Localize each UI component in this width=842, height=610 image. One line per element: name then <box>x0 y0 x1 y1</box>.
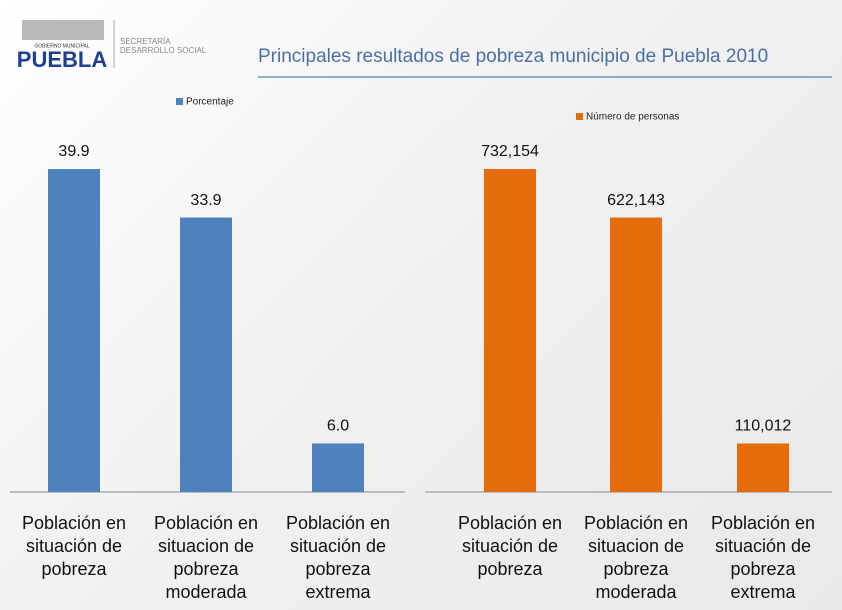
department: DESARROLLO SOCIAL <box>120 46 207 55</box>
category-label: Población en situación de pobreza <box>21 513 127 579</box>
logo-text: PUEBLA <box>17 47 108 72</box>
value-label: 732,154 <box>481 143 539 160</box>
bar <box>610 217 662 492</box>
logo-building <box>22 20 104 40</box>
category-label: Población en situación de pobreza extrem… <box>285 513 391 602</box>
category-label: Población en situación de pobreza extrem… <box>710 513 816 602</box>
legend-swatch <box>176 98 183 105</box>
bar <box>180 217 232 493</box>
department: SECRETARÍA <box>120 37 171 46</box>
value-label: 6.0 <box>327 418 349 435</box>
value-label: 110,012 <box>735 418 792 435</box>
logo-subtext: GOBIERNO MUNICIPAL <box>34 43 89 49</box>
legend-label: Número de personas <box>586 112 679 123</box>
bar <box>484 169 536 492</box>
bar <box>48 169 100 492</box>
slide-title: Principales resultados de pobreza munici… <box>258 46 768 67</box>
value-label: 622,143 <box>607 192 665 209</box>
value-label: 33.9 <box>190 192 221 209</box>
value-label: 39.9 <box>58 143 89 160</box>
legend-label: Porcentaje <box>186 97 234 108</box>
bar <box>312 443 364 492</box>
category-label: Población en situacion de pobreza modera… <box>153 513 259 602</box>
category-label: Población en situacion de pobreza modera… <box>583 513 689 602</box>
legend-swatch <box>576 113 583 120</box>
bar <box>737 443 789 492</box>
category-label: Población en situación de pobreza <box>457 513 563 579</box>
